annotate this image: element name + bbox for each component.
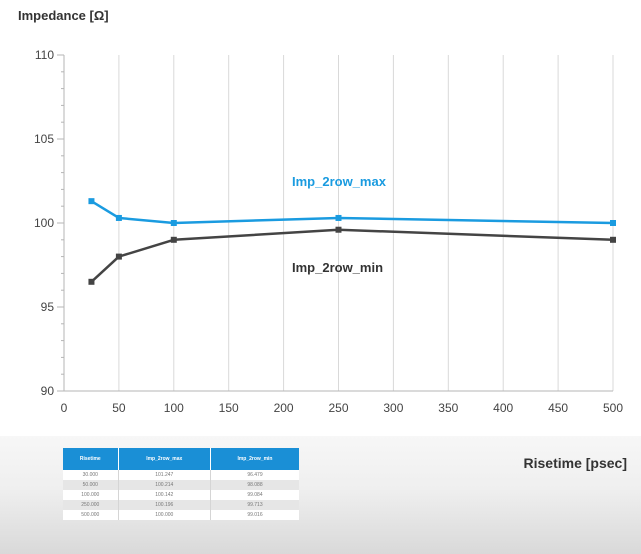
data-point — [115, 214, 122, 221]
data-point — [170, 236, 177, 243]
table-cell: 50.000 — [63, 480, 119, 490]
table-header-risetime: Risetime — [63, 448, 119, 470]
table-row: 250.000 100.196 99.713 — [63, 500, 299, 510]
series-label-min: Imp_2row_min — [292, 260, 383, 275]
table-cell: 96.479 — [209, 470, 299, 480]
table-row: 30.000 101.247 96.479 — [63, 470, 299, 480]
y-tick-label: 90 — [41, 384, 55, 398]
series-label-max: Imp_2row_max — [292, 174, 387, 189]
table-row: 50.000 100.214 98.088 — [63, 480, 299, 490]
table-row: 100.000 100.142 99.084 — [63, 490, 299, 500]
data-point — [335, 214, 342, 221]
table-cell: 100.000 — [117, 510, 211, 520]
data-point — [88, 278, 95, 285]
table-cell: 100.214 — [117, 480, 211, 490]
data-point — [170, 220, 177, 226]
x-tick-label: 100 — [164, 401, 184, 415]
table-cell: 98.088 — [209, 480, 299, 490]
table-cell: 30.000 — [63, 470, 119, 480]
x-tick-label: 150 — [219, 401, 239, 415]
x-tick-label: 400 — [493, 401, 513, 415]
y-tick-label: 105 — [34, 132, 54, 146]
data-point — [610, 220, 616, 226]
x-axis-label: Risetime [psec] — [523, 455, 627, 471]
y-tick-label: 100 — [34, 216, 54, 230]
table-header-row: Risetime Imp_2row_max Imp_2row_min — [63, 448, 299, 470]
table-header-min: Imp_2row_min — [209, 448, 299, 470]
y-tick-label: 110 — [35, 48, 54, 62]
x-tick-label: 0 — [61, 401, 68, 415]
data-point — [115, 253, 122, 260]
x-tick-label: 250 — [328, 401, 348, 415]
x-tick-label: 450 — [548, 401, 568, 415]
series-layer — [88, 198, 616, 285]
impedance-chart: Impedance [Ω] 0 50 100 150 200 250 300 350 400 45… — [18, 8, 623, 415]
table-cell: 250.000 — [63, 500, 119, 510]
table-cell: 101.247 — [117, 470, 211, 480]
table-header-max: Imp_2row_max — [117, 448, 211, 470]
x-tick-label: 300 — [383, 401, 403, 415]
table-cell: 99.713 — [209, 500, 299, 510]
data-point — [88, 198, 95, 205]
chart-title: Impedance [Ω] — [18, 8, 109, 23]
table-cell: 99.016 — [209, 510, 299, 520]
x-tick-label: 200 — [274, 401, 294, 415]
table-cell: 100.000 — [63, 490, 119, 500]
table-cell: 500.000 — [63, 510, 119, 520]
series-labels: Imp_2row_max Imp_2row_min — [292, 174, 387, 275]
table-cell: 100.142 — [117, 490, 211, 500]
x-tick-label: 350 — [438, 401, 458, 415]
data-point — [610, 236, 616, 243]
table-row: 500.000 100.000 99.016 — [63, 510, 299, 520]
x-tick-label: 500 — [603, 401, 623, 415]
table-cell: 99.084 — [209, 490, 299, 500]
x-tick-label: 50 — [112, 401, 126, 415]
y-tick-label: 95 — [41, 300, 55, 314]
data-point — [335, 226, 342, 233]
table-cell: 100.196 — [117, 500, 211, 510]
axes: 0 50 100 150 200 250 300 350 400 450 500 90 95 100 105… — [34, 48, 623, 415]
series-line-max — [90, 200, 614, 225]
data-table: Risetime Imp_2row_max Imp_2row_min 30.00… — [63, 448, 299, 520]
